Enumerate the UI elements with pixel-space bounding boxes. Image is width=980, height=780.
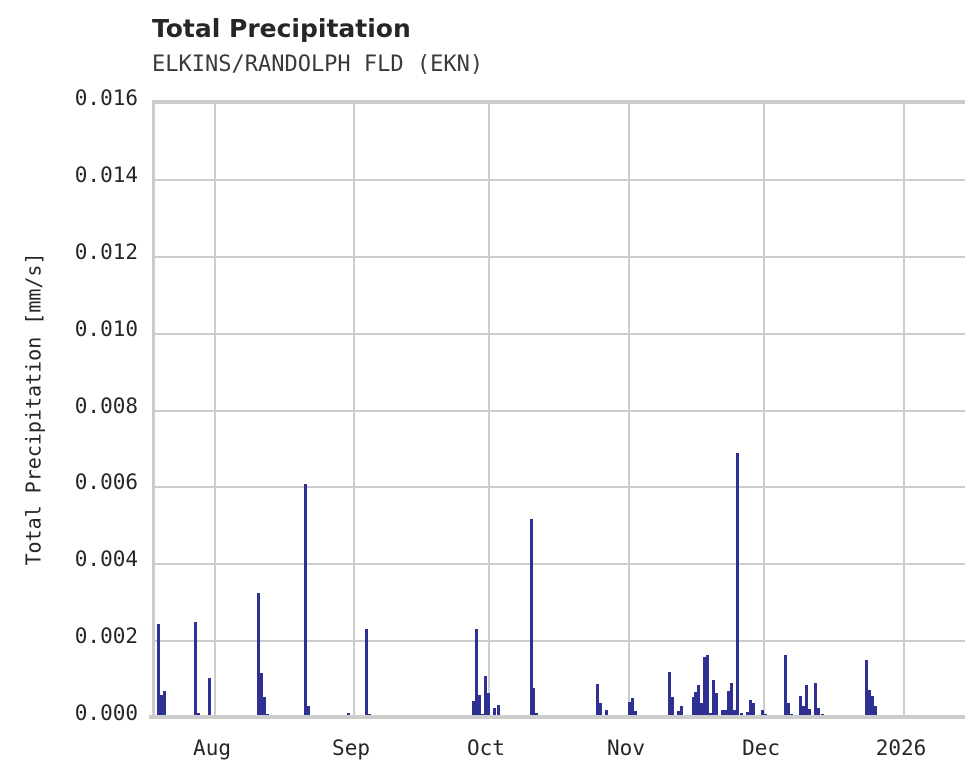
bar [493, 708, 497, 718]
bar [532, 688, 536, 718]
bar [193, 621, 197, 718]
bar [304, 483, 308, 718]
bar [691, 696, 695, 718]
bar [667, 671, 671, 718]
bar [484, 675, 488, 718]
y-tick-label: 0.016 [74, 86, 138, 110]
bar [679, 706, 683, 718]
bar [472, 700, 476, 718]
x-tick-label: Dec [742, 736, 780, 760]
gridline-horizontal [155, 409, 965, 412]
bar [598, 703, 602, 718]
bar [787, 702, 791, 718]
bar [157, 623, 161, 718]
x-tick-label: Oct [466, 736, 505, 760]
bar [208, 678, 212, 718]
bar [529, 518, 533, 718]
bar [817, 708, 821, 718]
bar [262, 696, 266, 718]
bar [703, 657, 707, 718]
bar [760, 709, 764, 718]
gridline-horizontal [155, 103, 965, 104]
bar [364, 628, 368, 718]
gridline-vertical [628, 103, 630, 718]
bar [487, 693, 491, 718]
y-tick-label: 0.000 [74, 701, 138, 725]
bar [745, 711, 749, 718]
bar [799, 696, 803, 718]
gridline-horizontal [155, 640, 965, 643]
y-tick-label: 0.002 [74, 624, 138, 649]
bar [163, 691, 167, 718]
bar [700, 702, 704, 718]
bar [256, 593, 260, 718]
bar [715, 693, 719, 718]
bar [307, 705, 311, 718]
bar [604, 709, 608, 718]
bar [865, 660, 869, 718]
bar [784, 655, 788, 718]
x-tick-label: Aug [193, 736, 231, 760]
x-axis-line [149, 715, 965, 719]
gridline-horizontal [155, 563, 965, 566]
bar [712, 679, 716, 718]
bar [724, 709, 728, 718]
bar [736, 452, 740, 718]
bar [496, 704, 500, 718]
bar [160, 694, 164, 718]
y-tick-label: 0.008 [74, 393, 138, 418]
bar [868, 690, 872, 718]
y-tick-label: 0.014 [74, 162, 138, 187]
gridline-horizontal [155, 255, 965, 258]
bar [706, 654, 710, 718]
y-tick-label: 0.012 [74, 239, 138, 264]
chart-subtitle: ELKINS/RANDOLPH FLD (EKN) [152, 52, 484, 77]
bar [475, 628, 479, 718]
bar [808, 708, 812, 718]
gridline-vertical [487, 103, 490, 718]
bar [478, 694, 482, 718]
bar [748, 699, 752, 718]
x-tick-label: Nov [607, 736, 645, 760]
bar [676, 711, 680, 718]
plot-area [152, 100, 965, 718]
y-tick-label: 0.006 [74, 470, 138, 495]
bar [802, 705, 806, 718]
bar [670, 697, 674, 718]
bar [751, 702, 755, 718]
bar [727, 691, 731, 718]
y-tick-label: 0.010 [74, 316, 138, 341]
bar [631, 698, 635, 718]
x-tick-label: Sep [332, 736, 370, 760]
bar [628, 701, 632, 718]
bar [874, 705, 878, 718]
bar [694, 691, 698, 718]
gridline-vertical [214, 103, 217, 718]
gridline-vertical [763, 103, 766, 718]
bar [697, 685, 701, 718]
gridline-horizontal [155, 332, 965, 335]
bar [259, 672, 263, 718]
gridline-vertical [353, 103, 356, 718]
bar [733, 710, 737, 718]
gridline-horizontal [155, 178, 965, 181]
gridline-vertical [903, 103, 905, 718]
y-axis-tick-labels: 0.000 0.002 0.004 0.006 0.008 0.010 0.012 0.014… [0, 0, 138, 780]
x-tick-label: 2026 [875, 736, 927, 760]
bar [730, 683, 734, 718]
gridline-horizontal [155, 486, 965, 489]
bar [871, 695, 875, 718]
bar [634, 711, 638, 718]
plot-inner [155, 103, 965, 718]
y-tick-label: 0.004 [74, 547, 138, 572]
bar [721, 710, 725, 718]
bar [805, 685, 809, 718]
page-title: Total Precipitation [152, 14, 411, 43]
bar [595, 684, 599, 718]
bar [814, 683, 818, 718]
